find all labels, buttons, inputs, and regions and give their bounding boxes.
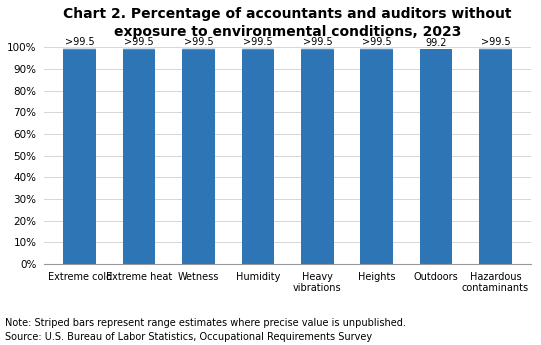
Text: >99.5: >99.5 [481,37,510,47]
Text: Note: Striped bars represent range estimates where precise value is unpublished.: Note: Striped bars represent range estim… [5,317,406,342]
Bar [182,49,215,264]
Bar [479,48,512,49]
Bar [242,49,274,264]
Bar [123,49,155,264]
Text: >99.5: >99.5 [124,37,154,47]
Text: >99.5: >99.5 [302,37,332,47]
Text: >99.5: >99.5 [184,37,213,47]
Bar [301,48,334,49]
Bar [360,48,393,49]
Text: >99.5: >99.5 [362,37,392,47]
Bar [123,48,155,49]
Bar [242,48,274,49]
Bar [420,49,452,264]
Bar [63,49,96,264]
Bar [63,48,96,49]
Text: 99.2: 99.2 [425,38,447,48]
Bar [479,49,512,264]
Title: Chart 2. Percentage of accountants and auditors without
exposure to environmenta: Chart 2. Percentage of accountants and a… [63,7,512,39]
Bar [301,49,334,264]
Text: >99.5: >99.5 [65,37,95,47]
Bar [182,48,215,49]
Text: >99.5: >99.5 [243,37,273,47]
Bar [360,49,393,264]
